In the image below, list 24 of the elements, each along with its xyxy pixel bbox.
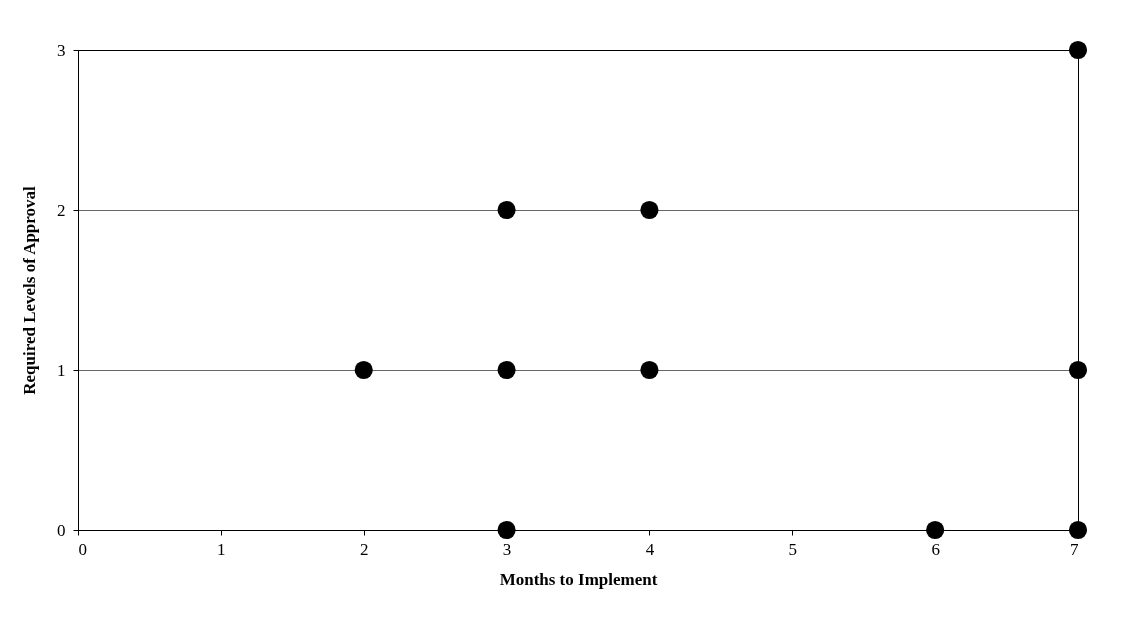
x-tick-label: 6: [931, 539, 940, 559]
point: [1068, 40, 1088, 60]
x-axis-title: Months to Implement: [499, 569, 658, 589]
point: [926, 520, 945, 540]
y-tick-label: 3: [57, 40, 66, 60]
x-tick-label: 2: [359, 539, 369, 559]
point: [497, 360, 516, 380]
y-tick-label: 1: [57, 360, 66, 380]
y-axis-title: Required Levels of Approval: [20, 185, 39, 395]
x-tick-label: 4: [645, 539, 655, 559]
point: [1068, 360, 1088, 380]
x-tick-label: 1: [217, 539, 226, 559]
point: [497, 200, 516, 220]
point: [354, 360, 373, 380]
x-tick-label: 5: [788, 539, 798, 559]
point: [497, 520, 516, 540]
x-tick-label: 3: [502, 539, 512, 559]
x-tick-label: 0: [78, 539, 87, 559]
y-tick-label: 2: [57, 200, 66, 220]
x-tick-label: 7: [1070, 539, 1079, 559]
point: [640, 200, 659, 220]
y-tick-label: 0: [57, 520, 66, 540]
point: [640, 360, 659, 380]
point: [1068, 520, 1088, 540]
